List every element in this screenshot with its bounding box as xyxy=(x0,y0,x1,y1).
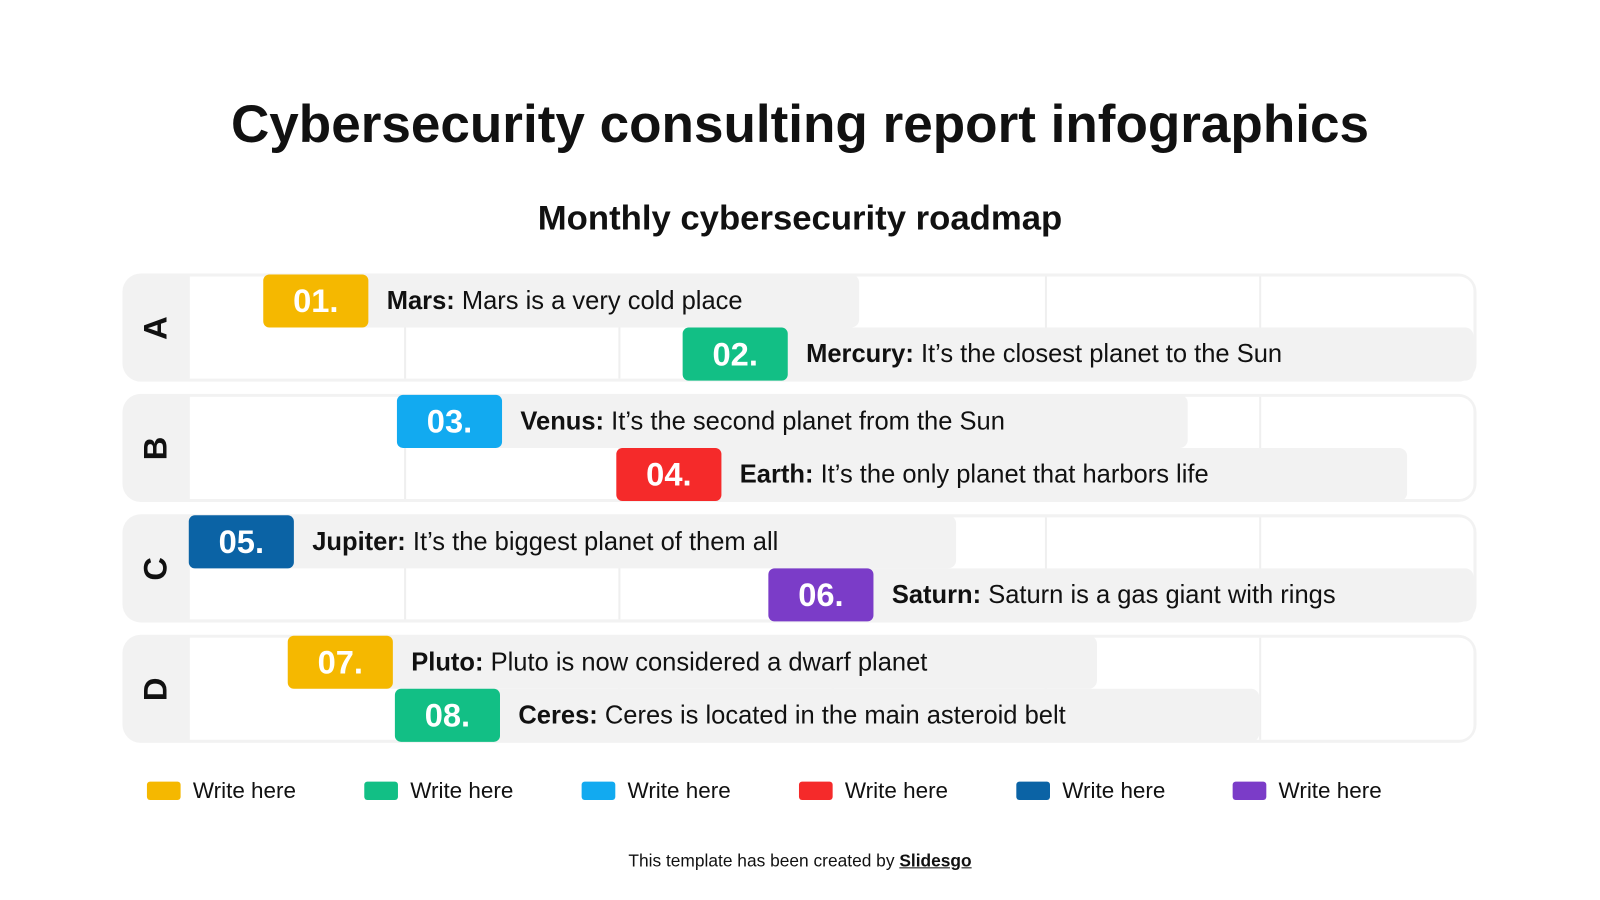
grid-line xyxy=(1259,637,1262,740)
slidesgo-link[interactable]: Slidesgo xyxy=(899,851,972,871)
row-label-text: B xyxy=(137,436,174,460)
legend-swatch xyxy=(364,781,398,800)
row-label: D xyxy=(122,635,189,743)
legend-swatch xyxy=(1232,781,1267,800)
row-label-text: D xyxy=(137,676,174,701)
bar-text: Pluto: Pluto is now considered a dwarf p… xyxy=(411,647,927,677)
number-badge: 06. xyxy=(768,568,874,622)
item-description: It’s the biggest planet of them all xyxy=(405,527,779,556)
legend-item: Write here xyxy=(581,777,731,805)
item-description: It’s the closest planet to the Sun xyxy=(913,339,1283,368)
grid-line xyxy=(1259,517,1262,620)
legend-swatch xyxy=(146,781,181,800)
legend-swatch xyxy=(581,781,616,800)
row-label: B xyxy=(122,394,189,502)
item-description: Pluto is now considered a dwarf planet xyxy=(483,647,928,677)
number-badge: 03. xyxy=(396,394,503,448)
item-name: Earth: xyxy=(739,459,814,489)
item-description: Mars is a very cold place xyxy=(454,286,743,315)
number-badge: 05. xyxy=(188,515,294,569)
bar-text: Mercury: It’s the closest planet to the … xyxy=(806,339,1282,369)
item-name: Ceres: xyxy=(518,700,598,730)
item-name: Mars: xyxy=(386,286,455,315)
bar-text: Earth: It’s the only planet that harbors… xyxy=(740,460,1209,490)
roadmap-bar: 08. Ceres: Ceres is located in the main a… xyxy=(394,688,1260,742)
item-description: It’s the second planet from the Sun xyxy=(604,406,1005,436)
grid-line xyxy=(1044,517,1047,620)
bar-text: Ceres: Ceres is located in the main aste… xyxy=(518,701,1065,731)
legend-label: Write here xyxy=(1278,777,1382,804)
credit: This template has been created by Slides… xyxy=(0,851,1600,871)
row-label: A xyxy=(122,273,189,381)
roadmap-bar: 01. Mars: Mars is a very cold place xyxy=(263,274,860,328)
legend-item: Write here xyxy=(1016,778,1165,805)
legend-label: Write here xyxy=(1062,777,1166,804)
item-name: Pluto: xyxy=(411,647,484,677)
item-name: Saturn: xyxy=(891,580,982,609)
page-title: Cybersecurity consulting report infograp… xyxy=(230,94,1370,155)
legend-item: Write here xyxy=(146,777,296,805)
item-description: Ceres is located in the main asteroid be… xyxy=(597,700,1066,730)
number-badge: 08. xyxy=(394,688,500,742)
legend-label: Write here xyxy=(627,777,731,804)
legend-swatch xyxy=(798,781,833,800)
grid-line xyxy=(404,276,407,379)
roadmap-bar: 05. Jupiter: It’s the biggest planet of t… xyxy=(188,515,957,569)
roadmap-bar: 04. Earth: It’s the only planet that harb… xyxy=(616,447,1408,502)
number-badge: 04. xyxy=(616,447,722,502)
legend-swatch xyxy=(1016,781,1050,800)
row-label-text: A xyxy=(137,315,174,340)
grid-line xyxy=(1259,396,1262,499)
bar-text: Mars: Mars is a very cold place xyxy=(387,286,743,316)
row-label-text: C xyxy=(137,556,174,581)
roadmap-bar: 07. Pluto: Pluto is now considered a dwar… xyxy=(287,635,1097,689)
item-description: Saturn is a gas giant with rings xyxy=(981,580,1336,609)
roadmap-bar: 06. Saturn: Saturn is a gas giant with ri… xyxy=(768,568,1474,622)
row-label: C xyxy=(122,514,189,622)
item-description: It’s the only planet that harbors life xyxy=(813,459,1209,489)
bar-text: Jupiter: It’s the biggest planet of them… xyxy=(312,527,778,557)
item-name: Mercury: xyxy=(806,339,914,368)
grid-line xyxy=(618,276,621,379)
bar-text: Venus: It’s the second planet from the S… xyxy=(520,407,1005,437)
credit-text: This template has been created by xyxy=(628,851,900,871)
roadmap-bar: 02. Mercury: It’s the closest planet to t… xyxy=(682,327,1474,381)
bar-text: Saturn: Saturn is a gas giant with rings xyxy=(892,580,1336,610)
subtitle: Monthly cybersecurity roadmap xyxy=(537,198,1063,238)
legend-label: Write here xyxy=(844,777,949,804)
legend-item: Write here xyxy=(798,777,949,805)
roadmap-bar: 03. Venus: It’s the second planet from th… xyxy=(396,394,1188,448)
number-badge: 01. xyxy=(263,274,369,328)
number-badge: 07. xyxy=(287,635,393,689)
number-badge: 02. xyxy=(682,327,788,381)
item-name: Venus: xyxy=(520,406,605,436)
legend-label: Write here xyxy=(192,777,296,804)
legend-label: Write here xyxy=(410,777,514,804)
item-name: Jupiter: xyxy=(312,527,406,556)
legend-item: Write here xyxy=(364,778,513,805)
legend-item: Write here xyxy=(1232,777,1382,805)
